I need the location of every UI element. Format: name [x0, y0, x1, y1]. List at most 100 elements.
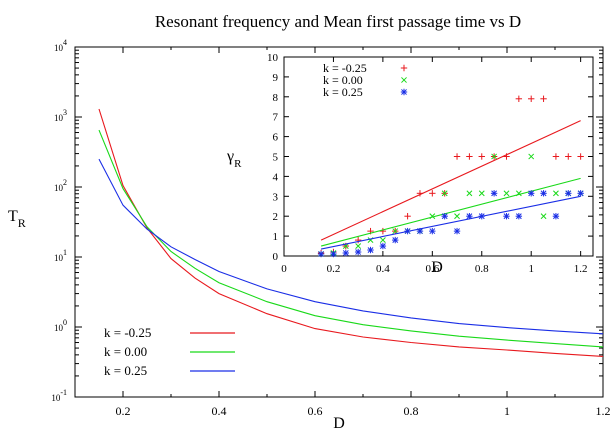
- inset-x-tick-label: 0.4: [376, 263, 390, 275]
- main-y-tick-base: 10: [54, 253, 64, 263]
- main-y-axis-label-main: T: [8, 208, 18, 225]
- inset-point-2: [416, 227, 424, 235]
- inset-y-tick-label: 7: [273, 112, 279, 124]
- inset-point-1: [503, 190, 510, 197]
- inset-point-2: [490, 190, 498, 197]
- inset-point-2-d2: [367, 247, 374, 253]
- inset-point-1: [454, 213, 460, 220]
- inset-point-2-d2: [553, 213, 559, 220]
- inset-point-1-d2: [553, 190, 559, 197]
- inset-point-2: [503, 213, 510, 220]
- inset-point-1-d2: [441, 190, 448, 197]
- inset-y-tick-label: 10: [267, 52, 279, 64]
- main-x-tick-label: 0.8: [404, 404, 419, 418]
- inset-point-0: [466, 153, 473, 160]
- inset-point-2: [404, 227, 411, 235]
- inset-point-2: [528, 190, 535, 197]
- main-y-tick-base: 10: [54, 183, 64, 193]
- main-x-tick-label: 1.2: [596, 404, 611, 418]
- inset-point-2: [330, 250, 337, 258]
- inset-legend-marker-2-d2: [401, 89, 407, 95]
- main-y-tick-label: 103: [54, 108, 67, 123]
- main-plot-frame: [74, 46, 604, 398]
- inset-point-0: [478, 153, 485, 160]
- inset-x-tick-label: 0.8: [475, 263, 489, 275]
- inset-point-2: [342, 249, 349, 257]
- inset-x-tick-label: 0: [281, 263, 287, 275]
- inset-point-2: [577, 190, 584, 197]
- inset-point-0: [528, 95, 535, 102]
- inset-point-2-d2: [379, 243, 386, 249]
- inset-y-tick-label: 0: [273, 251, 279, 263]
- inset-point-2-d2: [355, 249, 362, 255]
- main-y-tick-label: 102: [54, 178, 67, 193]
- inset-y-tick-label: 1: [273, 231, 279, 243]
- inset-point-1-d2: [515, 190, 522, 197]
- inset-legend-marker-1-d2: [401, 77, 407, 83]
- inset-point-0: [416, 190, 424, 197]
- inset-point-0: [379, 227, 387, 235]
- inset-point-0: [354, 236, 362, 244]
- inset-point-2-d2: [478, 213, 485, 220]
- main-y-tick-label: 100: [54, 318, 67, 333]
- inset-point-0: [577, 153, 584, 160]
- inset-legend-label-0: k = -0.25: [323, 61, 367, 75]
- inset-point-1-d2: [392, 228, 399, 235]
- inset-point-2-d2: [417, 228, 423, 235]
- inset-point-2-d2: [528, 190, 535, 197]
- chart-title: Resonant frequency and Mean first passag…: [155, 12, 521, 31]
- series-line-main-2: [98, 158, 604, 335]
- inset-point-1-d2: [528, 153, 535, 160]
- inset-y-tick-label: 9: [273, 72, 279, 84]
- inset-legend-marker-1: [401, 77, 407, 83]
- inset-x-tick-label: 1.2: [574, 263, 588, 275]
- inset-point-2: [515, 213, 523, 220]
- inset-point-0: [540, 95, 547, 102]
- inset-x-tick-label: 1: [528, 263, 534, 275]
- main-y-tick-exp: -1: [60, 388, 67, 397]
- inset-y-tick-label: 2: [273, 211, 279, 223]
- main-y-tick-exp: 3: [63, 108, 67, 117]
- inset-point-2: [429, 227, 436, 235]
- inset-fit-line-0: [320, 120, 581, 241]
- main-y-tick-base: 10: [54, 43, 64, 53]
- main-x-axis-label: D: [333, 415, 345, 432]
- inset-point-1-d2: [454, 213, 460, 220]
- inset-point-1: [528, 153, 535, 160]
- inset-y-axis-label: γR: [226, 148, 242, 170]
- main-x-tick-label: 1: [504, 404, 510, 418]
- main-y-tick-exp: 1: [63, 248, 67, 257]
- inset-point-2: [565, 190, 572, 197]
- main-x-tick-label: 0.6: [308, 404, 323, 418]
- inset-y-tick-label: 3: [273, 191, 279, 203]
- inset-x-tick-label: 0.6: [425, 263, 439, 275]
- inset-point-1-d2: [491, 153, 498, 160]
- inset-point-2: [552, 213, 560, 220]
- inset-point-2-d2: [441, 213, 448, 220]
- main-panel: 0.2 0.4 0.6 0.8 1 1.210-1100101102103104DTRk …: [8, 38, 611, 432]
- inset-point-2: [453, 227, 461, 235]
- inset-point-2: [367, 246, 374, 254]
- inset-point-0: [429, 190, 436, 197]
- inset-point-2: [478, 213, 485, 220]
- main-y-axis-label-sub: R: [18, 216, 26, 230]
- inset-y-axis-label-main: γ: [226, 148, 234, 165]
- main-y-tick-label: 101: [54, 248, 67, 263]
- inset-legend-label-1: k = 0.00: [323, 73, 363, 87]
- inset-point-1: [392, 228, 399, 235]
- inset-point-1: [478, 190, 485, 197]
- inset-point-2-d2: [565, 190, 572, 197]
- main-y-tick-base: 10: [54, 323, 64, 333]
- inset-point-1: [466, 190, 473, 197]
- inset-point-1-d2: [540, 213, 547, 220]
- inset-point-2-d2: [466, 213, 473, 220]
- inset-point-0: [565, 153, 572, 160]
- inset-point-1: [540, 213, 547, 220]
- inset-point-1: [355, 243, 362, 249]
- main-x-tick-label: 0.2: [116, 404, 131, 418]
- inset-y-axis-label-sub: R: [234, 158, 242, 170]
- inset-y-tick-label: 5: [273, 152, 279, 164]
- inset-point-1-d2: [342, 243, 349, 249]
